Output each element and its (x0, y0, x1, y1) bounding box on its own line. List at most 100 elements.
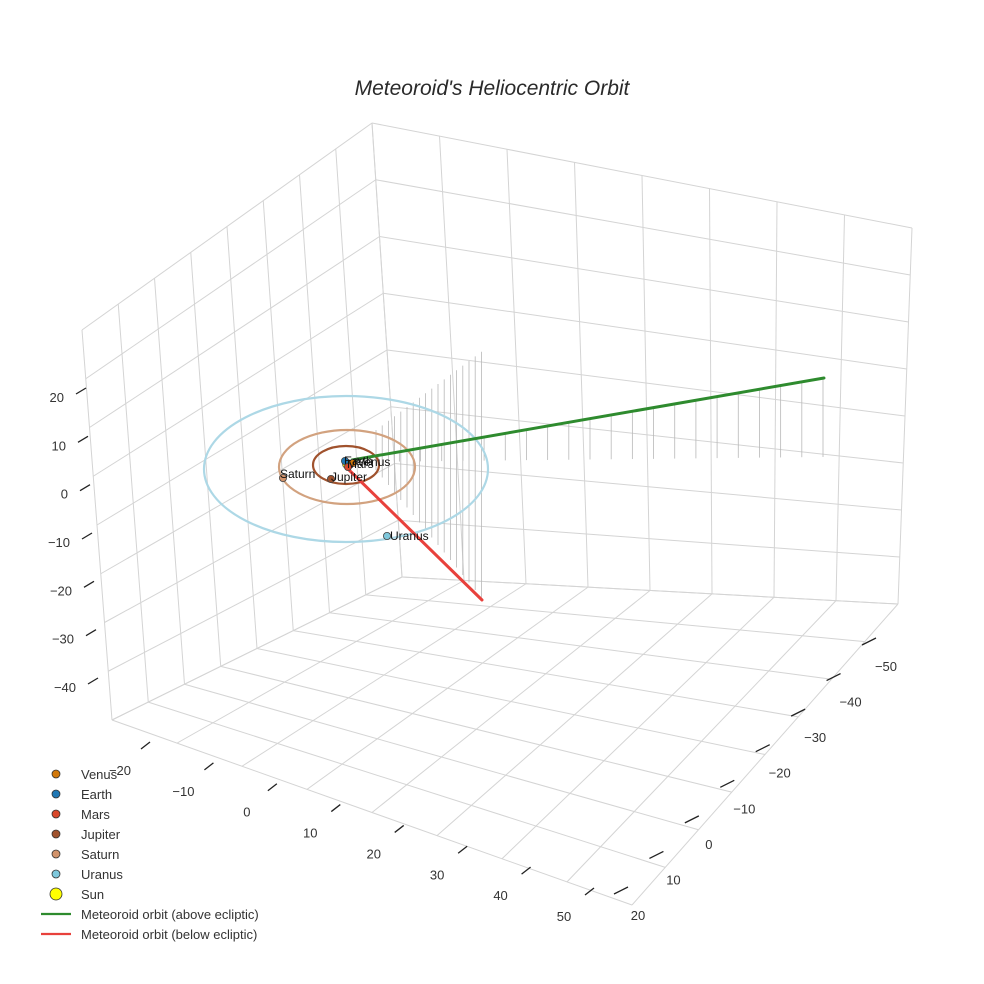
x-axis-tick (267, 783, 278, 792)
planet-orbits (202, 394, 490, 544)
x-axis-tick-label: 40 (493, 888, 507, 903)
legend-label-mars: Mars (81, 807, 110, 822)
mars-label: Mars (347, 457, 374, 471)
back-right-gridline-h (394, 463, 902, 511)
z-axis-tick (75, 387, 87, 395)
legend-swatch-saturn (51, 849, 61, 859)
z-axis-tick (83, 580, 95, 588)
earth-label: Earth (344, 454, 373, 468)
z-axis-tick (81, 532, 93, 540)
back-right-gridline-v (897, 227, 913, 605)
legend-label-uranus: Uranus (81, 867, 123, 882)
legend: Venus Earth Mars Jupiter Saturn Uranus Sun Mete… (41, 767, 259, 942)
back-left-gridline-v (335, 148, 367, 595)
x-axis-tick (330, 804, 341, 813)
legend-label-earth: Earth (81, 787, 112, 802)
x-axis-tick (394, 824, 405, 833)
x-axis-tick-label: 0 (243, 805, 250, 820)
y-axis-tick (861, 637, 877, 646)
legend-swatch-sun (49, 887, 63, 901)
y-axis-tick-label: −20 (769, 766, 791, 781)
x-axis-tick (140, 741, 151, 750)
legend-swatch-mars (51, 809, 61, 819)
back-right-gridline-v (773, 201, 778, 598)
back-right-gridline-h (398, 519, 900, 558)
y-axis-tick-label: −30 (804, 730, 826, 745)
x-axis-tick-label: 30 (430, 867, 444, 882)
back-left-gridline-h (100, 406, 391, 575)
back-left-gridline-h (108, 519, 399, 672)
x-axis-tick-label: −10 (172, 784, 194, 799)
z-axis-tick-label: −30 (52, 632, 74, 647)
x-axis-tick-label: 20 (366, 846, 380, 861)
z-axis-tick-label: 20 (50, 390, 64, 405)
uranus-label: Uranus (390, 529, 429, 543)
y-axis-tick (719, 779, 735, 788)
x-axis-tick-label: −20 (109, 763, 131, 778)
back-left-gridline-h (96, 349, 388, 526)
saturn-label: Saturn (280, 467, 315, 481)
jupiter-marker (326, 474, 335, 483)
meteoroid-orbit-below-line (344, 465, 484, 602)
legend-swatch-uranus (51, 869, 61, 879)
legend-label-meteoroid-orbit-above-ecliptic: Meteoroid orbit (above ecliptic) (81, 907, 259, 922)
z-axis-tick (79, 484, 91, 492)
back-right-gridline-h (386, 349, 906, 417)
x-axis-tick-label: 50 (557, 909, 571, 924)
mars-marker (343, 462, 352, 471)
legend-label-meteoroid-orbit-below-ecliptic: Meteoroid orbit (below ecliptic) (81, 927, 257, 942)
floor-gridline-v (365, 594, 865, 643)
y-axis-tick-label: 10 (666, 872, 680, 887)
z-axis-tick (87, 677, 99, 685)
uranus-orbit (202, 394, 490, 544)
legend-swatch-venus (51, 769, 61, 779)
x-axis-tick (521, 866, 531, 875)
legend-label-venus: Venus (81, 767, 118, 782)
back-left-gridline-v (299, 174, 330, 613)
floor-gridline-h (501, 596, 775, 860)
meteoroid-orbit-above-line (350, 376, 826, 462)
x-axis-tick (457, 845, 468, 854)
y-axis-tick-label: −40 (840, 695, 862, 710)
legend-label-jupiter: Jupiter (81, 827, 121, 842)
z-axis-tick-label: 0 (61, 487, 68, 502)
floor-gridline-v (401, 576, 899, 605)
y-axis-tick (755, 744, 771, 753)
chart-title: Meteoroid's Heliocentric Orbit (355, 77, 631, 100)
legend-swatch-jupiter (51, 829, 61, 839)
x-axis-tick-label: 10 (303, 826, 317, 841)
axis-ticks: −20 −10 0 10 20 30 40 50 −50 −40 −30 −20 −10 0 10 20 20 1… (48, 387, 897, 924)
jupiter-label: Jupiter (331, 470, 367, 484)
z-axis-tick-label: −10 (48, 535, 70, 550)
x-axis-tick (584, 887, 595, 896)
floor-gridline-h (436, 593, 713, 837)
y-axis-tick-label: 0 (705, 837, 712, 852)
y-axis-tick (684, 815, 700, 824)
back-right-gridline-h (390, 406, 904, 464)
floor-gridline-h (371, 590, 651, 813)
floor-gridline-h (631, 603, 899, 906)
z-axis-tick (85, 629, 97, 637)
z-axis-tick-label: 10 (52, 438, 66, 453)
back-left-gridline-h (104, 463, 395, 623)
jupiter-orbit (311, 444, 381, 486)
meteoroid-drop-lines (356, 351, 824, 598)
back-left-gridline-v (262, 200, 294, 631)
meteoroid-orbits (344, 376, 826, 602)
legend-label-saturn: Saturn (81, 847, 119, 862)
y-axis-tick (826, 672, 841, 682)
uranus-marker (382, 532, 391, 541)
y-axis-tick-label: −50 (875, 659, 897, 674)
back-right-gridline-v (835, 214, 845, 601)
legend-label-sun: Sun (81, 887, 104, 902)
back-right-gridline-v (709, 188, 713, 594)
y-axis-tick-label: −10 (733, 801, 755, 816)
y-axis-tick (649, 850, 664, 860)
y-axis-tick-label: 20 (631, 908, 645, 923)
x-axis-tick (204, 762, 214, 771)
floor-gridline-v (329, 612, 832, 680)
floor-gridline-h (566, 600, 837, 883)
saturn-orbit (277, 428, 417, 506)
z-axis-tick (77, 435, 89, 443)
